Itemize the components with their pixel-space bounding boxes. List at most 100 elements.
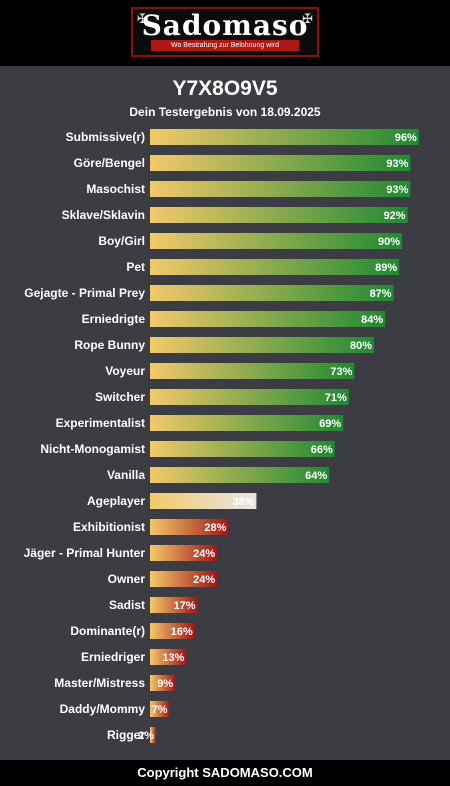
value-label: 38% [232,496,254,508]
category-label: Switcher [95,390,145,404]
bar [150,623,195,639]
page-subtitle: Dein Testergebnis von 18.09.2025 [129,105,321,119]
bar [150,649,187,665]
bar-row: Boy/Girl 90% [98,233,402,249]
category-label: Boy/Girl [98,234,145,248]
bar-row: Gejagte - Primal Prey 87% [24,285,394,301]
value-label: 9% [157,678,173,690]
bar-row: Erniedriger 13% [81,649,187,665]
category-label: Dominante(r) [70,624,145,638]
results-panel: Y7X8O9V5 Dein Testergebnis von 18.09.202… [0,66,450,760]
category-label: Exhibitionist [73,520,145,534]
bar [150,571,218,587]
bar [150,441,335,457]
value-label: 93% [386,158,408,170]
bar-row: Submissive(r) 96% [66,129,419,145]
bar-row: Ageplayer 38% [87,493,257,509]
bar [150,389,349,405]
bar [150,285,394,301]
bar-row: Rope Bunny 80% [74,337,374,353]
bar [150,311,386,327]
header: ✠ ✠ Sadomaso Wo Bestrafung zur Belohnung… [0,0,450,66]
value-label: 89% [375,262,397,274]
category-label: Erniedriger [81,650,145,664]
value-label: 7% [152,704,168,716]
value-label: 73% [330,366,352,378]
category-label: Masochist [86,182,145,196]
bar-row: Jäger - Primal Hunter 24% [24,545,218,561]
bar-row: Owner 24% [108,571,218,587]
bar [150,701,170,717]
category-label: Vanilla [107,468,145,482]
value-label: 2% [138,730,154,742]
category-label: Sadist [109,598,145,612]
bar-row: Vanilla 64% [107,467,330,483]
bar-row: Masochist 93% [86,181,411,197]
category-label: Pet [126,260,145,274]
category-label: Erniedrigte [82,312,146,326]
category-label: Gejagte - Primal Prey [24,286,145,300]
bar-row: Daddy/Mommy 7% [60,701,170,717]
bar [150,519,229,535]
bar [150,467,330,483]
value-label: 16% [171,626,193,638]
page-title: Y7X8O9V5 [172,77,278,100]
bar [150,233,402,249]
category-label: Master/Mistress [54,676,145,690]
bar [150,259,400,275]
value-label: 80% [350,340,372,352]
bar-row: Nicht-Monogamist 66% [40,441,335,457]
logo-tagline: Wo Bestrafung zur Belohnung wird [151,40,299,51]
category-label: Voyeur [105,364,145,378]
value-label: 71% [325,392,347,404]
category-label: Submissive(r) [66,130,145,144]
results-bar-chart: Submissive(r) 96% Göre/Bengel 93% Masochist 9… [24,129,419,743]
bar [150,675,176,691]
value-label: 90% [378,236,400,248]
bar-row: Master/Mistress 9% [54,675,176,691]
bar-row: Göre/Bengel 93% [74,155,411,171]
value-label: 17% [174,600,196,612]
value-label: 87% [370,288,392,300]
category-label: Experimentalist [56,416,145,430]
category-label: Ageplayer [87,494,145,508]
value-label: 93% [386,184,408,196]
category-label: Rope Bunny [74,338,145,352]
category-label: Sklave/Sklavin [62,208,145,222]
iron-cross-left-icon: ✠ [137,11,148,26]
bar [150,597,198,613]
value-label: 13% [162,652,184,664]
bar-row: Erniedrigte 84% [82,311,386,327]
bar [150,415,344,431]
iron-cross-right-icon: ✠ [302,11,313,26]
category-label: Rigger [107,728,145,742]
bar [150,337,374,353]
bar [150,181,411,197]
value-label: 28% [204,522,226,534]
value-label: 24% [193,548,215,560]
value-label: 69% [319,418,341,430]
bar-row: Exhibitionist 28% [73,519,229,535]
category-label: Nicht-Monogamist [40,442,145,456]
bar-row: Switcher 71% [95,389,349,405]
bar-row: Sadist 17% [109,597,198,613]
bar [150,207,408,223]
bar-row: Voyeur 73% [105,363,355,379]
value-label: 24% [193,574,215,586]
bar-row: Experimentalist 69% [56,415,344,431]
value-label: 92% [384,210,406,222]
category-label: Owner [108,572,146,586]
site-logo[interactable]: ✠ ✠ Sadomaso Wo Bestrafung zur Belohnung… [131,7,319,57]
logo-text: Sadomaso [141,9,309,42]
footer-copyright: Copyright SADOMASO.COM [0,760,450,786]
category-label: Jäger - Primal Hunter [24,546,146,560]
value-label: 84% [361,314,383,326]
bar [150,155,411,171]
bar [150,727,156,743]
bar [150,129,419,145]
value-label: 66% [311,444,333,456]
bar-row: Pet 89% [126,259,400,275]
bar [150,363,355,379]
bar-row: Dominante(r) 16% [70,623,195,639]
category-label: Daddy/Mommy [60,702,146,716]
